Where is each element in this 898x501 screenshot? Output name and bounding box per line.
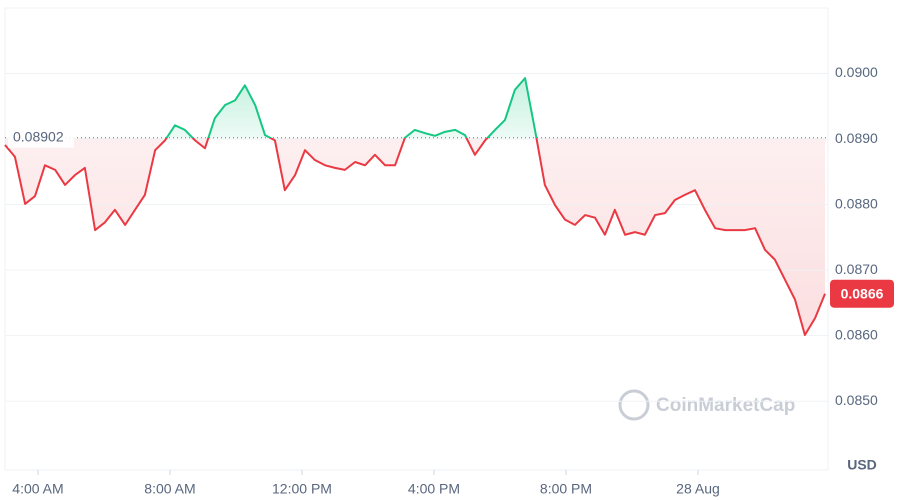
y-tick-label: 0.0880 <box>835 195 878 211</box>
watermark: CoinMarketCap <box>618 389 795 421</box>
x-tick-label: 12:00 PM <box>272 481 332 497</box>
y-tick-label: 0.0870 <box>835 261 878 277</box>
watermark-text: CoinMarketCap <box>656 395 795 416</box>
y-tick-label: 0.0900 <box>835 64 878 80</box>
x-tick-label: 4:00 PM <box>408 481 460 497</box>
area <box>5 78 826 336</box>
y-tick-label: 0.0860 <box>835 326 878 342</box>
watermark-logo <box>618 389 650 421</box>
price-line <box>4 77 826 336</box>
baseline-label: 0.08902 <box>13 128 64 144</box>
y-tick-label: 0.0890 <box>835 130 878 146</box>
x-tick-label: 28 Aug <box>676 481 720 497</box>
last-price-badge <box>830 279 894 308</box>
y-axis-label: USD <box>847 457 877 473</box>
x-tick-label: 4:00 AM <box>12 481 63 497</box>
y-tick-label: 0.0850 <box>835 392 878 408</box>
x-tick-label: 8:00 PM <box>540 481 592 497</box>
baseline-label-bg <box>8 127 74 148</box>
plot-frame <box>4 7 829 471</box>
x-tick-label: 8:00 AM <box>144 481 195 497</box>
last-price-label: 0.0866 <box>841 285 884 301</box>
